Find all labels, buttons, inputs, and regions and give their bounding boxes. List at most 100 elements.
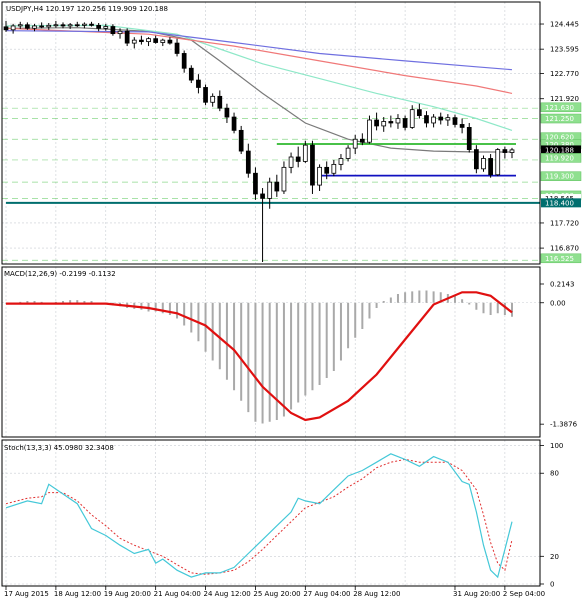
- sma_mid-line: [5, 24, 513, 131]
- macd-histogram-bar: [318, 302, 321, 385]
- stoch-panel-title: Stoch(13,3,3) 45.0980 32.3408: [4, 444, 114, 452]
- candle-body-bear: [438, 116, 444, 121]
- level-label-text: 121.250: [545, 115, 574, 123]
- candle-body-bear: [39, 25, 44, 28]
- candle-body-bear: [203, 87, 208, 103]
- macd-histogram-bar: [453, 295, 456, 303]
- candle-body-bull: [409, 109, 415, 128]
- candle-body-bull: [146, 38, 151, 43]
- candle-body-bull: [131, 39, 137, 44]
- price-right-labels: 121.630 121.250 120.620120.380120.188119.9…: [540, 102, 582, 264]
- macd-histogram-bar: [404, 292, 407, 303]
- candle-body-bear: [153, 38, 159, 43]
- time-tick-label: 27 Aug 04:00: [303, 590, 350, 598]
- time-tick-label: 17 Aug 2015: [4, 590, 49, 598]
- candle-body-bear: [188, 67, 194, 81]
- macd-histogram-bar: [325, 302, 328, 378]
- candle-body-bear: [224, 107, 230, 118]
- candle-body-bull: [117, 30, 123, 35]
- macd-histogram-bar: [40, 301, 43, 303]
- macd-histogram-bar: [168, 302, 171, 315]
- price-panel: 124.445 123.595 122.770 121.920 117.720 116.8…: [1, 1, 582, 265]
- macd-panel-title: MACD(12,26,9) -0.2199 -0.1132: [4, 270, 116, 278]
- candle-body-bull: [267, 181, 273, 199]
- macd-histogram-bar: [154, 302, 157, 312]
- price-tick-label: 124.445: [550, 21, 579, 29]
- macd-histogram-bar: [368, 302, 371, 319]
- candles: [3, 20, 515, 262]
- time-tick-label: 28 Aug 12:00: [353, 590, 400, 598]
- time-tick-label: 25 Aug 20:00: [253, 590, 300, 598]
- price-tick-label: 117.720: [550, 219, 579, 227]
- candle-body-bear: [60, 24, 66, 27]
- macd-histogram-bar: [347, 302, 350, 349]
- macd-histogram-bar: [247, 302, 250, 413]
- candle-body-bull: [67, 24, 73, 27]
- macd-tick-label: 0.00: [550, 299, 566, 307]
- candle-body-bull: [32, 25, 37, 29]
- level-label-text: 120.380: [545, 141, 574, 149]
- macd-histogram-bar: [361, 302, 364, 329]
- candle-body-bear: [488, 158, 493, 176]
- price-panel-border: [1, 1, 541, 265]
- candle-body-bull: [82, 23, 87, 26]
- stoch-signal-line: [5, 458, 513, 575]
- candle-body-bear: [502, 149, 508, 153]
- level-label-box: [540, 153, 582, 163]
- macd-signal: [6, 291, 513, 422]
- candle-body-bull: [338, 158, 344, 165]
- level-label-text: 121.630: [545, 104, 574, 112]
- macd-histogram-bar: [339, 302, 342, 361]
- macd-histogram-bar: [503, 302, 506, 315]
- time-axis: 17 Aug 2015 18 Aug 12:00 19 Aug 20:00 21 Au…: [4, 586, 545, 598]
- stoch-tick-label: 20: [550, 553, 559, 561]
- macd-histogram-bar: [240, 302, 243, 401]
- macd-histogram-bar: [439, 292, 442, 303]
- candle-body-bear: [196, 79, 201, 88]
- macd-histogram-bar: [183, 302, 186, 326]
- candle-body-bear: [96, 24, 102, 29]
- macd-tick-label: 0.2143: [550, 280, 575, 288]
- macd-histogram-bar: [425, 290, 428, 303]
- macd-histogram-bar: [261, 302, 264, 424]
- candle-body-bull: [53, 24, 59, 27]
- stoch-panel-border: [1, 439, 541, 587]
- candle-body-bull: [345, 147, 351, 159]
- macd-panel: 0.2143 0.00 -1.3876 MACD(12,26,9) -0.2199 …: [1, 266, 578, 438]
- level-label-text: 120.188: [545, 146, 574, 154]
- macd-histogram-bar: [26, 301, 29, 303]
- macd-histogram-bar: [90, 301, 93, 303]
- level-label-box: [541, 198, 581, 208]
- macd-histogram-bar: [190, 302, 193, 333]
- level-label-text: 118.400: [545, 199, 574, 207]
- candle-body-bull: [17, 24, 23, 27]
- candle-body-bull: [317, 166, 322, 186]
- stoch-main-line: [5, 453, 513, 579]
- candle-body-bull: [10, 25, 16, 31]
- price-tick-label: 121.920: [550, 95, 579, 103]
- time-tick-label: 31 Aug 20:00: [453, 590, 500, 598]
- sma_slow_blue-line: [5, 30, 513, 71]
- level-label-box: [540, 102, 582, 113]
- price-tick-label: 116.870: [550, 245, 579, 253]
- candle-body-bear: [402, 118, 408, 128]
- macd-histogram-bar: [204, 302, 207, 352]
- candle-body-bull: [302, 144, 308, 162]
- candle-body-bear: [139, 39, 144, 43]
- macd-histogram-bar: [311, 302, 314, 391]
- price-tick-label: 123.595: [550, 46, 579, 54]
- macd-histogram-bar: [489, 302, 492, 315]
- candle-body-bear: [295, 156, 301, 162]
- macd-histogram-bar: [389, 297, 392, 303]
- macd-histogram-bar: [290, 302, 293, 410]
- candle-body-bear: [217, 95, 223, 109]
- macd-histogram-bar: [275, 302, 278, 420]
- macd-panel-border: [1, 266, 541, 438]
- macd-histogram-bar: [254, 302, 257, 422]
- macd-histogram-bar: [396, 294, 399, 303]
- candle-body-bull: [367, 119, 372, 143]
- candle-body-bull: [395, 118, 401, 124]
- stoch-tick-label: 0: [550, 581, 554, 589]
- candle-body-bear: [474, 149, 479, 170]
